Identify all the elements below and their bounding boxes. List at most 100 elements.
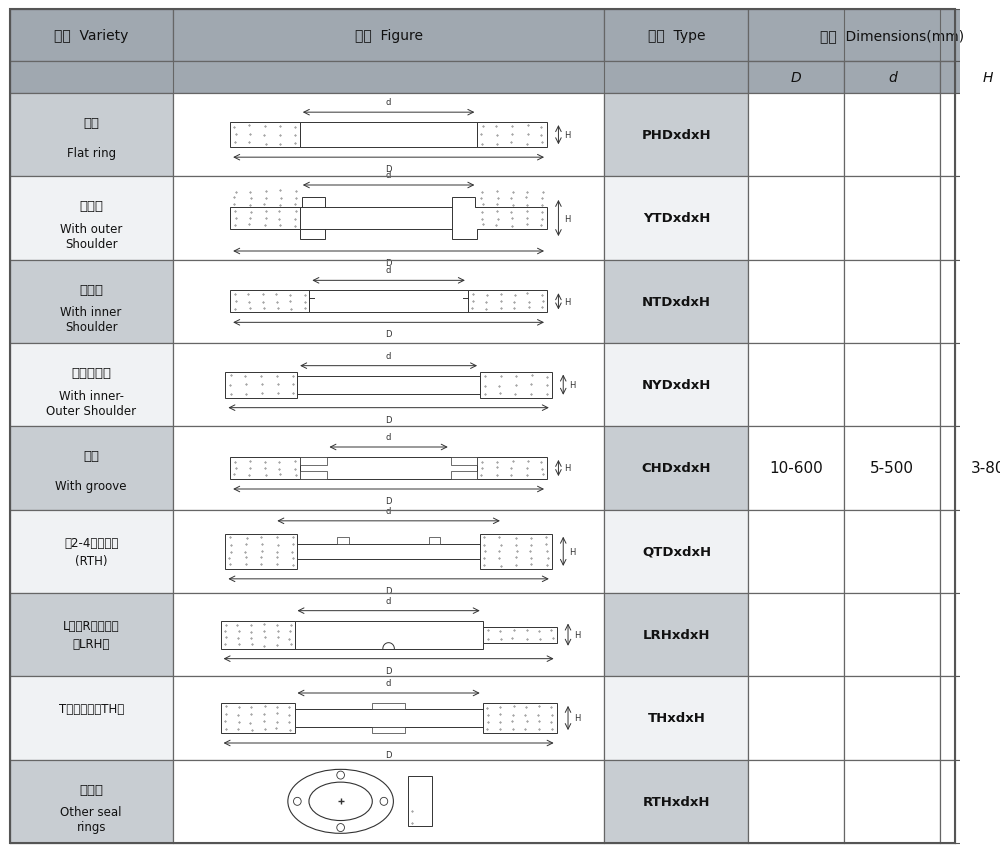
Bar xyxy=(10,260,173,344)
Bar xyxy=(940,594,1000,676)
Bar xyxy=(604,594,748,676)
Bar xyxy=(748,426,844,510)
Bar xyxy=(940,510,1000,594)
Bar xyxy=(10,426,173,510)
Text: LRHxdxH: LRHxdxH xyxy=(643,629,710,641)
Polygon shape xyxy=(300,472,327,479)
Bar xyxy=(748,676,844,760)
Bar xyxy=(173,760,604,843)
Text: 其它环: 其它环 xyxy=(79,783,103,796)
Text: 3-80: 3-80 xyxy=(971,461,1000,476)
Bar xyxy=(940,260,1000,344)
Bar xyxy=(309,291,468,313)
Bar xyxy=(173,177,604,260)
Text: QTDxdxH: QTDxdxH xyxy=(642,545,711,558)
Bar xyxy=(748,94,844,177)
Text: H: H xyxy=(574,630,580,640)
Bar xyxy=(604,426,748,510)
Bar xyxy=(408,776,432,827)
Bar xyxy=(10,760,173,843)
Text: d: d xyxy=(386,266,391,275)
Text: H: H xyxy=(569,380,575,390)
Text: 5-500: 5-500 xyxy=(870,461,914,476)
Text: d: d xyxy=(386,596,391,605)
Bar xyxy=(844,760,940,843)
Text: D: D xyxy=(385,330,392,339)
Bar xyxy=(230,123,300,148)
Bar xyxy=(604,260,748,344)
Text: H: H xyxy=(569,547,575,556)
Text: H: H xyxy=(564,214,571,223)
Text: H: H xyxy=(574,714,580,722)
Bar xyxy=(748,177,844,260)
Bar xyxy=(10,594,173,676)
Bar xyxy=(940,62,1000,94)
Text: D: D xyxy=(385,496,392,506)
Text: 内台环: 内台环 xyxy=(79,283,103,297)
Bar xyxy=(297,376,480,394)
Text: NYDxdxH: NYDxdxH xyxy=(642,379,711,392)
Bar xyxy=(748,594,844,676)
Text: d: d xyxy=(888,71,897,85)
Text: D: D xyxy=(385,666,392,675)
Text: Other seal
rings: Other seal rings xyxy=(60,805,122,833)
Bar xyxy=(173,10,604,62)
Bar xyxy=(844,177,940,260)
Text: d: d xyxy=(386,506,391,515)
Text: d: d xyxy=(386,351,391,360)
Polygon shape xyxy=(300,457,327,466)
Text: d: d xyxy=(386,171,391,180)
Bar xyxy=(604,344,748,426)
Polygon shape xyxy=(337,537,349,544)
Text: D: D xyxy=(385,750,392,759)
Bar xyxy=(940,676,1000,760)
Text: NTDxdxH: NTDxdxH xyxy=(642,295,711,309)
Text: D: D xyxy=(791,71,802,85)
Bar xyxy=(225,534,297,569)
Bar xyxy=(300,457,477,479)
Text: H: H xyxy=(564,464,571,473)
Text: L型（R）截面体: L型（R）截面体 xyxy=(63,619,119,632)
Text: PHDxdxH: PHDxdxH xyxy=(642,129,711,142)
Bar xyxy=(173,594,604,676)
Bar xyxy=(477,123,547,148)
Text: 平环: 平环 xyxy=(83,117,99,130)
Text: D: D xyxy=(385,415,392,424)
Polygon shape xyxy=(372,727,405,733)
Bar xyxy=(300,123,477,148)
Polygon shape xyxy=(230,198,325,240)
Text: THxdxH: THxdxH xyxy=(648,711,705,725)
Bar xyxy=(604,760,748,843)
Bar xyxy=(844,594,940,676)
Text: 尺寸  Dimensions(mm): 尺寸 Dimensions(mm) xyxy=(820,29,964,43)
Text: D: D xyxy=(385,586,392,595)
Bar xyxy=(748,62,844,94)
Bar xyxy=(10,676,173,760)
Text: d: d xyxy=(386,678,391,688)
Bar xyxy=(940,177,1000,260)
Bar xyxy=(748,10,1000,62)
Bar xyxy=(221,703,295,733)
Text: RTHxdxH: RTHxdxH xyxy=(643,795,710,808)
Bar xyxy=(300,208,477,229)
Bar xyxy=(480,372,552,398)
Text: D: D xyxy=(385,258,392,268)
Bar xyxy=(468,291,547,313)
Bar xyxy=(844,676,940,760)
Bar xyxy=(604,177,748,260)
Text: 10-600: 10-600 xyxy=(770,461,823,476)
Text: d: d xyxy=(386,98,391,107)
Bar xyxy=(748,260,844,344)
Bar xyxy=(604,10,748,62)
Bar xyxy=(230,291,309,313)
Text: YTDxdxH: YTDxdxH xyxy=(643,212,710,225)
Polygon shape xyxy=(372,703,405,709)
Bar xyxy=(173,426,604,510)
Text: 类别  Variety: 类别 Variety xyxy=(54,29,128,43)
Text: H: H xyxy=(983,71,993,85)
Bar xyxy=(173,510,604,594)
Bar xyxy=(844,510,940,594)
Bar xyxy=(221,621,295,649)
Polygon shape xyxy=(451,457,477,466)
Text: Flat ring: Flat ring xyxy=(67,147,116,160)
